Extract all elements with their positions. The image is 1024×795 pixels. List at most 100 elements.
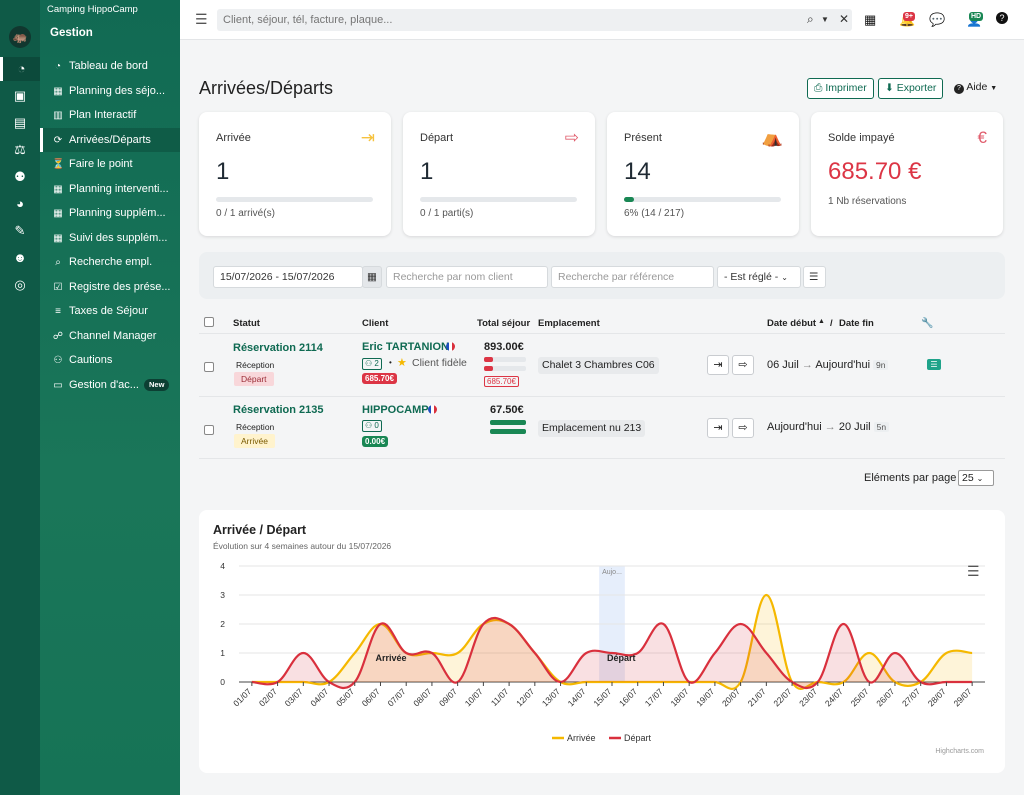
- chart-menu-icon[interactable]: ☰: [967, 563, 980, 579]
- summary-card: Départ 1 ⇨ 0 / 1 parti(s): [403, 112, 595, 236]
- page-title: Arrivées/Départs: [199, 78, 334, 98]
- sidebar-item-icon: ☑: [53, 281, 63, 293]
- y-tick-label: 4: [220, 561, 225, 571]
- select-all-checkbox[interactable]: [204, 317, 214, 327]
- sidebar-item[interactable]: ⟳ Arrivées/Départs: [40, 127, 180, 152]
- sidebar-item[interactable]: ▦ Planning des séjo...: [40, 79, 180, 103]
- origin-label: Réception: [236, 360, 275, 370]
- y-tick-label: 1: [220, 648, 225, 658]
- check-out-button[interactable]: ⇨: [732, 418, 754, 438]
- users-icon[interactable]: ⚉: [14, 169, 26, 184]
- sidebar-item[interactable]: ▦ Planning supplém...: [40, 201, 180, 225]
- header-date-fin[interactable]: Date fin: [839, 318, 874, 329]
- reservation-link[interactable]: Réservation 2135: [233, 404, 324, 416]
- sidebar-item[interactable]: ⌕ Recherche empl.: [40, 250, 180, 274]
- search-input[interactable]: [217, 9, 777, 31]
- card-subtext: 0 / 1 arrivé(s): [216, 208, 275, 219]
- x-tick-label: 09/07: [437, 686, 459, 708]
- row-checkbox[interactable]: [204, 362, 214, 372]
- close-icon[interactable]: ✕: [839, 12, 850, 26]
- sidebar-item[interactable]: ⏳ Faire le point: [40, 152, 180, 176]
- header-date-debut[interactable]: Date début: [767, 318, 817, 329]
- balance-icon[interactable]: ⚖: [14, 142, 26, 157]
- header-client[interactable]: Client: [362, 318, 389, 329]
- sidebar-item[interactable]: ☍ Channel Manager: [40, 324, 180, 348]
- wrench-icon[interactable]: 🔧: [921, 318, 934, 329]
- sidebar-item-icon: ▭: [53, 379, 63, 391]
- sidebar-item[interactable]: ⚇ Cautions: [40, 348, 180, 372]
- sort-asc-icon[interactable]: ▲: [818, 318, 825, 325]
- card-subtext: 0 / 1 parti(s): [420, 208, 474, 219]
- row-divider: [199, 396, 1005, 397]
- persons-count: 2: [374, 359, 379, 368]
- header-emplacement[interactable]: Emplacement: [538, 318, 600, 329]
- header-total[interactable]: Total séjour: [477, 318, 531, 329]
- chat-icon[interactable]: 💬: [929, 12, 946, 27]
- reservation-link[interactable]: Réservation 2114: [233, 342, 323, 354]
- card-progress-bar: [216, 197, 373, 202]
- x-tick-label: 18/07: [668, 686, 690, 708]
- header-statut[interactable]: Statut: [233, 318, 260, 329]
- lifebuoy-icon[interactable]: ◎: [14, 277, 26, 292]
- chart-credits[interactable]: Highcharts.com: [935, 748, 984, 755]
- sidebar-item[interactable]: ▦ Planning interventi...: [40, 177, 180, 201]
- card-title: Départ: [420, 132, 454, 144]
- hippo-logo-icon[interactable]: 🦛: [9, 26, 31, 48]
- check-in-button[interactable]: ⇥: [707, 355, 729, 375]
- sidebar-item[interactable]: ▭ Gestion d'ac... New: [40, 373, 180, 397]
- legend-label[interactable]: Arrivée: [567, 733, 596, 743]
- user-circle-icon[interactable]: ☻: [13, 250, 27, 265]
- sidebar-item-label: Suivi des supplém...: [69, 231, 168, 244]
- list-details-icon[interactable]: ☰: [927, 359, 941, 370]
- camping-name: Camping HippoCamp: [47, 4, 138, 15]
- card-title: Arrivée: [216, 132, 251, 144]
- calendar-icon[interactable]: ▦: [362, 266, 382, 288]
- gauge-icon[interactable]: ◔: [0, 57, 40, 81]
- sidebar-item[interactable]: ▦ Suivi des supplém...: [40, 226, 180, 250]
- y-tick-label: 0: [220, 677, 225, 687]
- sidebar-item[interactable]: ◔ Tableau de bord: [40, 54, 180, 78]
- download-icon: ⬇: [885, 82, 897, 94]
- per-page-select[interactable]: 25 ⌄: [958, 470, 994, 486]
- check-in-button[interactable]: ⇥: [707, 418, 729, 438]
- date-range-input[interactable]: 15/07/2026 - 15/07/2026: [213, 266, 363, 288]
- x-tick-label: 10/07: [463, 686, 485, 708]
- sidebar-item[interactable]: ≡ Taxes de Séjour: [40, 299, 180, 323]
- pie-icon[interactable]: ◕: [16, 196, 24, 211]
- summary-card: Présent 14 ⛺ 6% (14 / 217): [607, 112, 799, 236]
- sidebar-item-label: Gestion d'ac...: [69, 378, 139, 391]
- wrench-icon[interactable]: ✎: [14, 223, 26, 238]
- x-tick-label: 14/07: [566, 686, 588, 708]
- help-icon[interactable]: ?: [996, 12, 1008, 24]
- sidebar-item-label: Planning des séjo...: [69, 84, 166, 97]
- client-link[interactable]: HIPPOCAMP: [362, 404, 429, 416]
- x-tick-label: 05/07: [334, 686, 356, 708]
- caret-down-icon[interactable]: ▼: [821, 15, 829, 24]
- hamburger-icon[interactable]: ☰: [195, 11, 208, 27]
- y-tick-label: 3: [220, 590, 225, 600]
- print-button[interactable]: ⎙ Imprimer: [807, 78, 874, 99]
- settled-select[interactable]: - Est réglé - ⌄: [717, 266, 801, 288]
- grid-icon[interactable]: ▦: [864, 12, 877, 27]
- filter-panel: 15/07/2026 - 15/07/2026 ▦ Recherche par …: [199, 252, 1005, 299]
- x-tick-label: 22/07: [771, 686, 793, 708]
- client-link[interactable]: Eric TARTANION: [362, 341, 449, 353]
- sidebar-item[interactable]: ▥ Plan Interactif: [40, 103, 180, 127]
- help-dropdown[interactable]: ? Aide ▼: [954, 81, 997, 94]
- sidebar-item-label: Planning interventi...: [69, 182, 169, 195]
- card-title: Solde impayé: [828, 132, 895, 144]
- sidebar-item-icon: ▥: [53, 110, 63, 121]
- store-icon[interactable]: ▤: [13, 115, 27, 130]
- sidebar-item[interactable]: ☑ Registre des prése...: [40, 275, 180, 299]
- flag-fr-icon: [428, 405, 437, 414]
- row-checkbox[interactable]: [204, 425, 214, 435]
- legend-label[interactable]: Départ: [624, 733, 652, 743]
- sliders-icon[interactable]: ☰: [803, 266, 826, 288]
- bag-icon[interactable]: ▣: [13, 88, 27, 103]
- check-out-button[interactable]: ⇨: [732, 355, 754, 375]
- reference-search-input[interactable]: Recherche par référence: [551, 266, 714, 288]
- summary-card: Arrivée 1 ⇥ 0 / 1 arrivé(s): [199, 112, 391, 236]
- export-button[interactable]: ⬇ Exporter: [878, 78, 944, 99]
- search-icon[interactable]: ⌕: [807, 12, 814, 26]
- client-search-input[interactable]: Recherche par nom client: [386, 266, 548, 288]
